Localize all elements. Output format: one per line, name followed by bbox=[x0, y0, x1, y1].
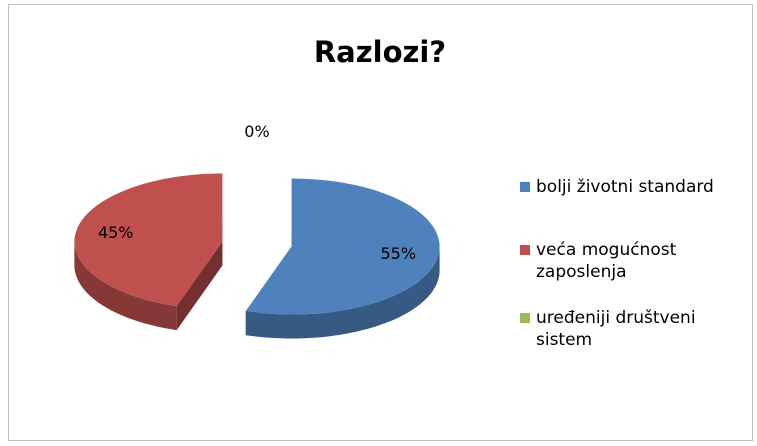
data-label: 45% bbox=[98, 223, 134, 242]
data-label: 55% bbox=[380, 244, 416, 263]
legend-swatch bbox=[520, 313, 530, 323]
chart-title: Razlozi? bbox=[314, 35, 446, 69]
pie-slice bbox=[245, 178, 440, 339]
pie-slice bbox=[74, 173, 223, 331]
legend-swatch bbox=[520, 182, 530, 192]
slice-top bbox=[245, 178, 440, 315]
data-label: 0% bbox=[244, 122, 269, 141]
slice-top bbox=[74, 173, 223, 307]
pie bbox=[74, 173, 440, 339]
slice-face bbox=[176, 241, 223, 331]
slice-side bbox=[245, 246, 440, 339]
legend-label: uređeniji društveni sistem bbox=[536, 308, 696, 350]
legend-label: veća mogućnost zaposlenja bbox=[536, 240, 677, 282]
legend-label: bolji životni standard bbox=[536, 177, 714, 197]
slice-side bbox=[74, 241, 177, 331]
legend-swatch bbox=[520, 245, 530, 255]
